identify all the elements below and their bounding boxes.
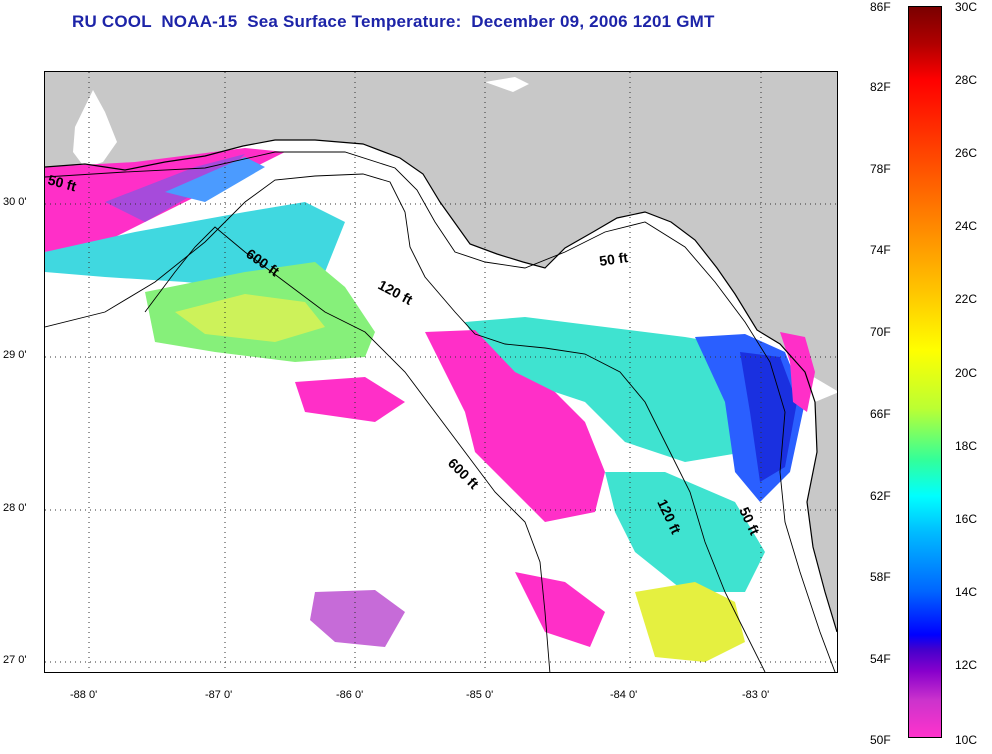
sst-magenta-south bbox=[515, 572, 605, 647]
lon-label: -84 0' bbox=[610, 689, 638, 701]
lon-label: -83 0' bbox=[742, 689, 770, 701]
lat-label: 28 0' bbox=[3, 502, 27, 514]
sst-magenta-center bbox=[425, 330, 605, 522]
contour-label-50ft-west: 50 ft bbox=[46, 171, 78, 194]
land-peninsula bbox=[807, 392, 837, 632]
cbar-c-label: 20C bbox=[955, 366, 978, 380]
contour-label-50ft-east: 50 ft bbox=[598, 249, 629, 269]
lat-label: 30 0' bbox=[3, 196, 27, 208]
color-scale-bar bbox=[908, 6, 942, 738]
cbar-f-label: 86F bbox=[870, 0, 891, 14]
lon-label: -87 0' bbox=[205, 689, 233, 701]
contour-120ft bbox=[45, 173, 766, 672]
sst-blue-nw bbox=[165, 157, 265, 202]
lon-label: -85 0' bbox=[466, 689, 494, 701]
cbar-f-label: 54F bbox=[870, 652, 891, 666]
cbar-c-label: 14C bbox=[955, 585, 978, 599]
graticule bbox=[45, 72, 837, 672]
lat-label: 27 0' bbox=[3, 654, 27, 666]
contour-label-600ft-south: 600 ft bbox=[445, 455, 482, 492]
contour-label-120ft-north: 120 ft bbox=[376, 277, 416, 308]
sst-cyan-mid bbox=[465, 317, 765, 462]
land-areas bbox=[45, 72, 837, 632]
lon-label: -88 0' bbox=[70, 689, 98, 701]
depth-contours bbox=[45, 151, 836, 672]
sst-yellow-center bbox=[175, 294, 325, 342]
sst-magenta-east bbox=[780, 332, 815, 412]
sst-deepblue-east bbox=[740, 352, 797, 482]
contour-50ft bbox=[45, 151, 836, 672]
cbar-c-label: 12C bbox=[955, 658, 978, 672]
cbar-f-label: 66F bbox=[870, 407, 891, 421]
cbar-c-label: 24C bbox=[955, 219, 978, 233]
lat-label: 29 0' bbox=[3, 349, 27, 361]
sst-yellow-south bbox=[635, 582, 745, 662]
cbar-f-label: 82F bbox=[870, 80, 891, 94]
sst-cyan-south bbox=[605, 472, 765, 592]
cbar-f-label: 74F bbox=[870, 243, 891, 257]
cbar-c-label: 10C bbox=[955, 733, 978, 747]
bay-white bbox=[73, 90, 117, 168]
cbar-c-label: 16C bbox=[955, 512, 978, 526]
sst-map[interactable]: 50 ft 600 ft 120 ft 50 ft 600 ft 120 ft … bbox=[44, 71, 838, 673]
cbar-c-label: 26C bbox=[955, 146, 978, 160]
land-north bbox=[45, 72, 837, 391]
cbar-f-label: 78F bbox=[870, 162, 891, 176]
sst-regions bbox=[45, 148, 815, 662]
cbar-f-label: 62F bbox=[870, 489, 891, 503]
sst-speckle-sw bbox=[310, 590, 405, 647]
coastline bbox=[45, 139, 837, 633]
contour-600ft bbox=[144, 226, 551, 672]
bay-white-2 bbox=[485, 77, 529, 92]
cbar-f-label: 50F bbox=[870, 733, 891, 747]
cbar-c-label: 22C bbox=[955, 292, 978, 306]
cbar-f-label: 58F bbox=[870, 570, 891, 584]
sst-map-canvas: 50 ft 600 ft 120 ft 50 ft 600 ft 120 ft … bbox=[45, 72, 837, 672]
map-title: RU COOL NOAA-15 Sea Surface Temperature:… bbox=[72, 12, 715, 31]
cbar-c-label: 28C bbox=[955, 73, 978, 87]
cbar-c-label: 18C bbox=[955, 439, 978, 453]
cbar-c-label: 30C bbox=[955, 0, 978, 14]
cbar-f-label: 70F bbox=[870, 325, 891, 339]
sst-magenta-sw bbox=[295, 377, 405, 422]
lon-label: -86 0' bbox=[336, 689, 364, 701]
